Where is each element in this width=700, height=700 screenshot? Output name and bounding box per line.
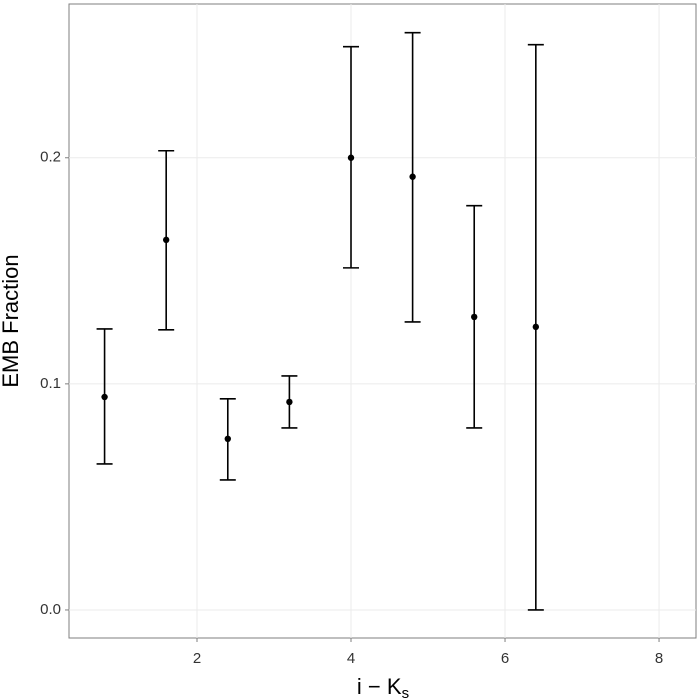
- point: [471, 313, 478, 321]
- y-tick-label: 0.0: [40, 601, 61, 618]
- x-tick-label: 6: [501, 650, 509, 667]
- point: [347, 154, 355, 161]
- plot-panel: [68, 3, 697, 639]
- y-tick-label: 0.1: [40, 375, 61, 392]
- x-tick-label: 8: [655, 650, 663, 667]
- x-label-subscript: s: [402, 685, 410, 700]
- point: [162, 236, 170, 244]
- y-tick-label: 0.2: [40, 149, 61, 166]
- point: [286, 398, 293, 406]
- point: [224, 435, 231, 443]
- x-label: i − K: [357, 674, 402, 699]
- x-axis-title: i − Ks: [357, 674, 409, 700]
- x-tick-label: 2: [193, 650, 201, 667]
- point: [409, 173, 416, 180]
- point: [532, 323, 540, 331]
- x-tick-label: 4: [347, 650, 355, 667]
- point: [101, 393, 108, 401]
- y-axis-title: EMB Fraction: [0, 254, 23, 387]
